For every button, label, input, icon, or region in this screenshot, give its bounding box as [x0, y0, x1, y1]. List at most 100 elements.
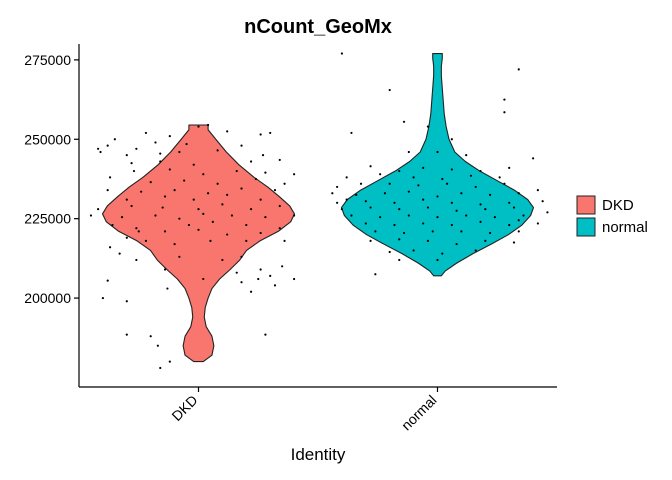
data-point: [436, 258, 439, 262]
data-point: [441, 177, 444, 181]
data-point: [240, 281, 243, 284]
data-point: [393, 223, 396, 227]
data-point: [154, 214, 157, 217]
data-point: [197, 208, 200, 211]
data-point: [388, 182, 391, 185]
data-point: [130, 162, 133, 165]
data-point: [269, 131, 272, 135]
data-point: [111, 223, 114, 227]
data-point: [226, 233, 229, 236]
plot-area: [89, 52, 549, 370]
data-point: [278, 158, 281, 162]
data-point: [364, 222, 367, 225]
x-axis-label: Identity: [291, 445, 346, 464]
data-point: [125, 198, 128, 201]
data-point: [517, 192, 520, 195]
data-point: [113, 138, 116, 141]
data-point: [436, 150, 439, 154]
data-point: [235, 271, 238, 274]
data-point: [474, 185, 477, 189]
data-point: [202, 212, 205, 216]
data-point: [503, 111, 506, 114]
data-point: [192, 198, 195, 201]
data-point: [221, 258, 224, 262]
data-point: [407, 214, 410, 217]
data-point: [469, 174, 473, 177]
data-point: [431, 230, 434, 233]
data-point: [226, 130, 229, 133]
data-point: [350, 214, 353, 217]
data-point: [407, 190, 410, 193]
x-axis-ticks: DKD normal: [168, 387, 440, 433]
data-point: [398, 258, 401, 262]
data-point: [417, 184, 420, 187]
data-point: [135, 147, 138, 150]
data-point: [450, 201, 453, 204]
data-point: [245, 223, 248, 227]
data-point: [450, 223, 453, 227]
data-point: [422, 198, 425, 201]
data-point: [273, 284, 277, 287]
data-point: [455, 209, 458, 212]
data-point: [135, 258, 138, 262]
data-point: [422, 166, 425, 169]
data-point: [441, 252, 444, 255]
data-point: [503, 182, 506, 185]
data-point: [536, 222, 539, 225]
data-point: [508, 201, 511, 204]
data-point: [278, 227, 281, 230]
data-point: [221, 203, 224, 206]
data-point: [546, 211, 549, 214]
data-point: [293, 277, 296, 281]
data-point: [264, 215, 267, 219]
y-tick-label: 200000: [24, 290, 71, 306]
data-point: [137, 230, 140, 233]
data-point: [202, 277, 205, 281]
violin-normal: [340, 52, 535, 277]
data-point: [436, 195, 439, 198]
data-point: [369, 239, 372, 243]
data-point: [350, 131, 353, 135]
y-axis-ticks: 200000 225000 250000 275000: [24, 52, 79, 306]
data-point: [178, 217, 181, 220]
y-tick-label: 250000: [24, 131, 71, 147]
data-point: [293, 173, 296, 176]
legend-label: DKD: [602, 197, 634, 214]
data-point: [240, 187, 243, 190]
data-point: [398, 238, 401, 241]
data-point: [345, 198, 348, 201]
y-tick-label: 225000: [24, 211, 71, 227]
data-point: [465, 154, 468, 157]
data-point: [422, 222, 425, 225]
data-point: [331, 192, 334, 195]
data-point: [283, 239, 286, 243]
data-point: [216, 149, 219, 152]
data-point: [144, 239, 148, 243]
data-point: [130, 204, 133, 208]
data-point: [183, 179, 186, 182]
data-point: [259, 231, 262, 235]
data-point: [450, 168, 453, 171]
legend-label: normal: [602, 219, 648, 236]
data-point: [89, 214, 93, 217]
data-point: [99, 150, 102, 154]
data-point: [168, 135, 171, 138]
data-point: [374, 273, 377, 276]
data-point: [120, 215, 124, 219]
data-point: [163, 195, 167, 198]
data-point: [402, 120, 406, 123]
x-tick-label: DKD: [168, 392, 200, 424]
data-point: [340, 52, 343, 55]
data-point: [503, 98, 506, 101]
data-point: [240, 255, 243, 258]
data-point: [364, 200, 367, 203]
data-point: [426, 206, 430, 209]
data-point: [106, 279, 109, 282]
data-point: [374, 230, 377, 233]
data-point: [168, 360, 171, 363]
data-point: [369, 206, 372, 209]
chart-title: nCount_GeoMx: [244, 16, 392, 38]
data-point: [426, 239, 430, 243]
data-point: [209, 239, 212, 243]
data-point: [108, 246, 112, 249]
